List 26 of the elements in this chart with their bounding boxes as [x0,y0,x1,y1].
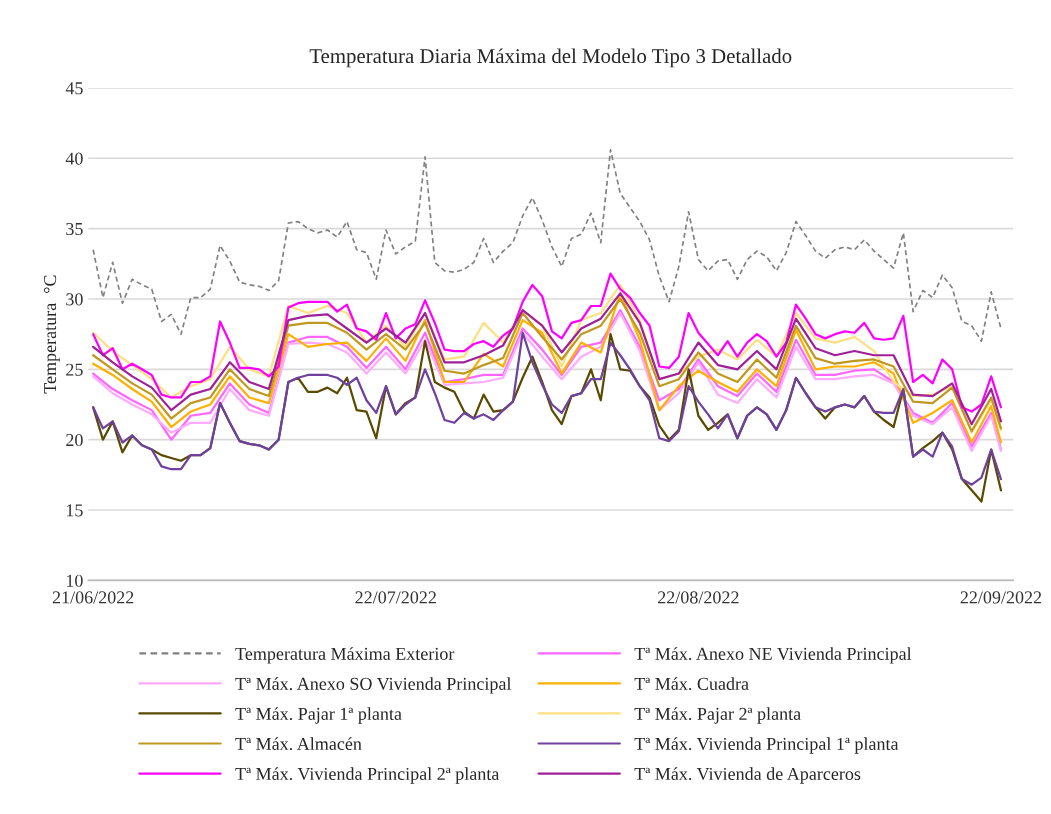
y-tick-label: 35 [66,222,83,236]
legend-label: Tª Máx. Pajar 1ª planta [235,707,402,724]
line-series [92,272,1003,413]
y-tick-label: 15 [66,504,83,517]
legend-label: Tª Máx. Almacén [235,737,362,751]
legend-label: Tª Máx. Anexo NE Vivienda Principal [634,647,912,664]
legend-label: Temperatura Máxima Exterior [235,647,455,664]
x-tick-label: 22/07/2022 [355,591,436,604]
x-tick-label: 22/08/2022 [658,591,739,604]
line-series [92,148,1002,343]
x-tick-label: 21/06/2022 [52,591,134,604]
y-tick-label: 20 [66,433,83,447]
y-tick-label: 45 [65,82,83,95]
y-tick-label: 40 [65,152,83,165]
legend-label: Tª Máx. Anexo SO Vivienda Principal [235,677,512,694]
y-axis-title: Temperatura °C [43,275,60,394]
y-tick-label: 10 [66,574,83,587]
legend-label: Tª Máx. Vivienda Principal 2ª planta [235,767,500,784]
x-tick-label: 22/09/2022 [960,591,1042,604]
legend-label: Tª Máx. Vivienda de Aparceros [634,767,861,784]
y-tick-label: 30 [66,293,83,306]
legend-label: Tª Máx. Cuadra [634,677,749,691]
y-tick-label: 25 [66,363,83,376]
chart-title: Temperatura Diaria Máxima del Modelo Tipo 3 Detallado [309,48,792,68]
legend-label: Tª Máx. Vivienda Principal 1ª planta [634,737,899,754]
legend-label: Tª Máx. Pajar 2ª planta [634,707,801,724]
